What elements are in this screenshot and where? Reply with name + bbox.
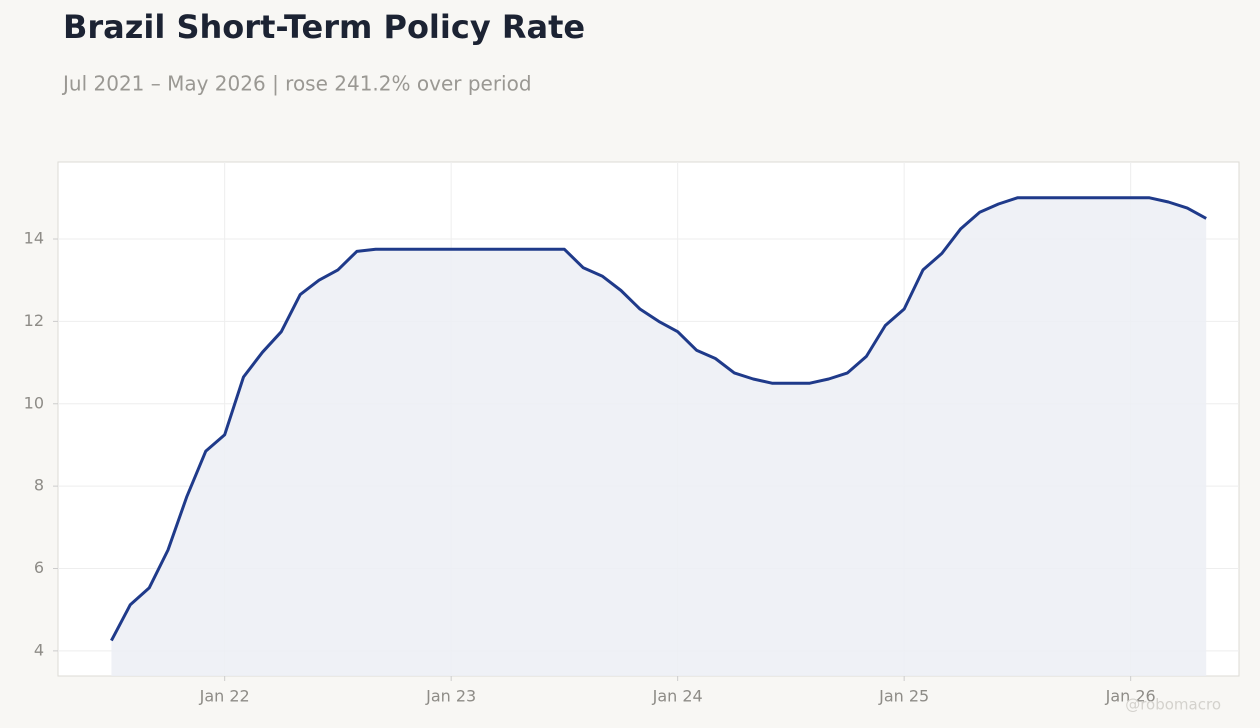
line [110,196,1207,642]
x-tick-label: Jan 24 [652,687,703,706]
y-tick-label: 12 [24,311,44,330]
x-tick-label: Jan 23 [425,687,476,706]
watermark: @robomacro [1125,696,1221,714]
chart-title: Brazil Short-Term Policy Rate [63,8,585,46]
y-tick-label: 10 [24,393,44,412]
y-tick-label: 8 [34,476,44,495]
x-tick-label: Jan 25 [878,687,929,706]
area [111,197,1207,677]
chart-subtitle: Jul 2021 – May 2026 | rose 241.2% over p… [61,72,532,96]
y-tick-label: 4 [34,640,44,659]
y-tick-label: 6 [34,558,44,577]
x-tick-label: Jan 22 [199,687,250,706]
x-tick-label: Jan 26 [1105,687,1156,706]
y-tick-label: 14 [24,229,44,248]
